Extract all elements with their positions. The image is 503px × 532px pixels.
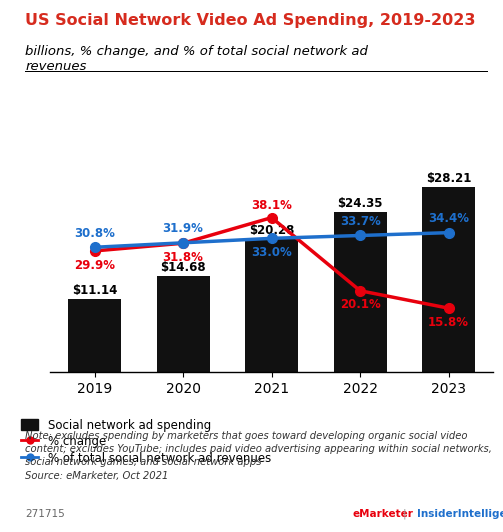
Text: eMarketer: eMarketer <box>352 509 413 519</box>
Bar <box>333 212 387 372</box>
Text: 33.7%: 33.7% <box>340 215 381 228</box>
Text: $14.68: $14.68 <box>160 261 206 274</box>
Text: $11.14: $11.14 <box>72 284 117 297</box>
Text: $20.28: $20.28 <box>249 224 294 237</box>
Text: 33.0%: 33.0% <box>251 246 292 259</box>
Text: $24.35: $24.35 <box>338 197 383 211</box>
Text: 29.9%: 29.9% <box>74 259 115 272</box>
Text: Note: excludes spending by marketers that goes toward developing organic social : Note: excludes spending by marketers tha… <box>25 431 492 480</box>
Text: 20.1%: 20.1% <box>340 298 381 311</box>
Bar <box>68 299 121 372</box>
Text: 38.1%: 38.1% <box>251 199 292 212</box>
Text: 31.9%: 31.9% <box>162 222 204 235</box>
Bar <box>422 187 475 372</box>
Text: US Social Network Video Ad Spending, 2019-2023: US Social Network Video Ad Spending, 201… <box>25 13 476 28</box>
Text: $28.21: $28.21 <box>426 172 471 185</box>
Text: 15.8%: 15.8% <box>428 316 469 329</box>
Text: InsiderIntelligence.com: InsiderIntelligence.com <box>417 509 503 519</box>
Text: 31.8%: 31.8% <box>162 251 204 264</box>
Text: billions, % change, and % of total social network ad
revenues: billions, % change, and % of total socia… <box>25 45 368 73</box>
Text: |: | <box>402 508 406 519</box>
Text: 34.4%: 34.4% <box>428 212 469 225</box>
Bar <box>156 276 210 372</box>
Text: 30.8%: 30.8% <box>74 227 115 239</box>
Bar <box>245 239 298 372</box>
Text: 271715: 271715 <box>25 509 65 519</box>
Legend: Social network ad spending, % change, % of total social network ad revenues: Social network ad spending, % change, % … <box>21 419 271 464</box>
